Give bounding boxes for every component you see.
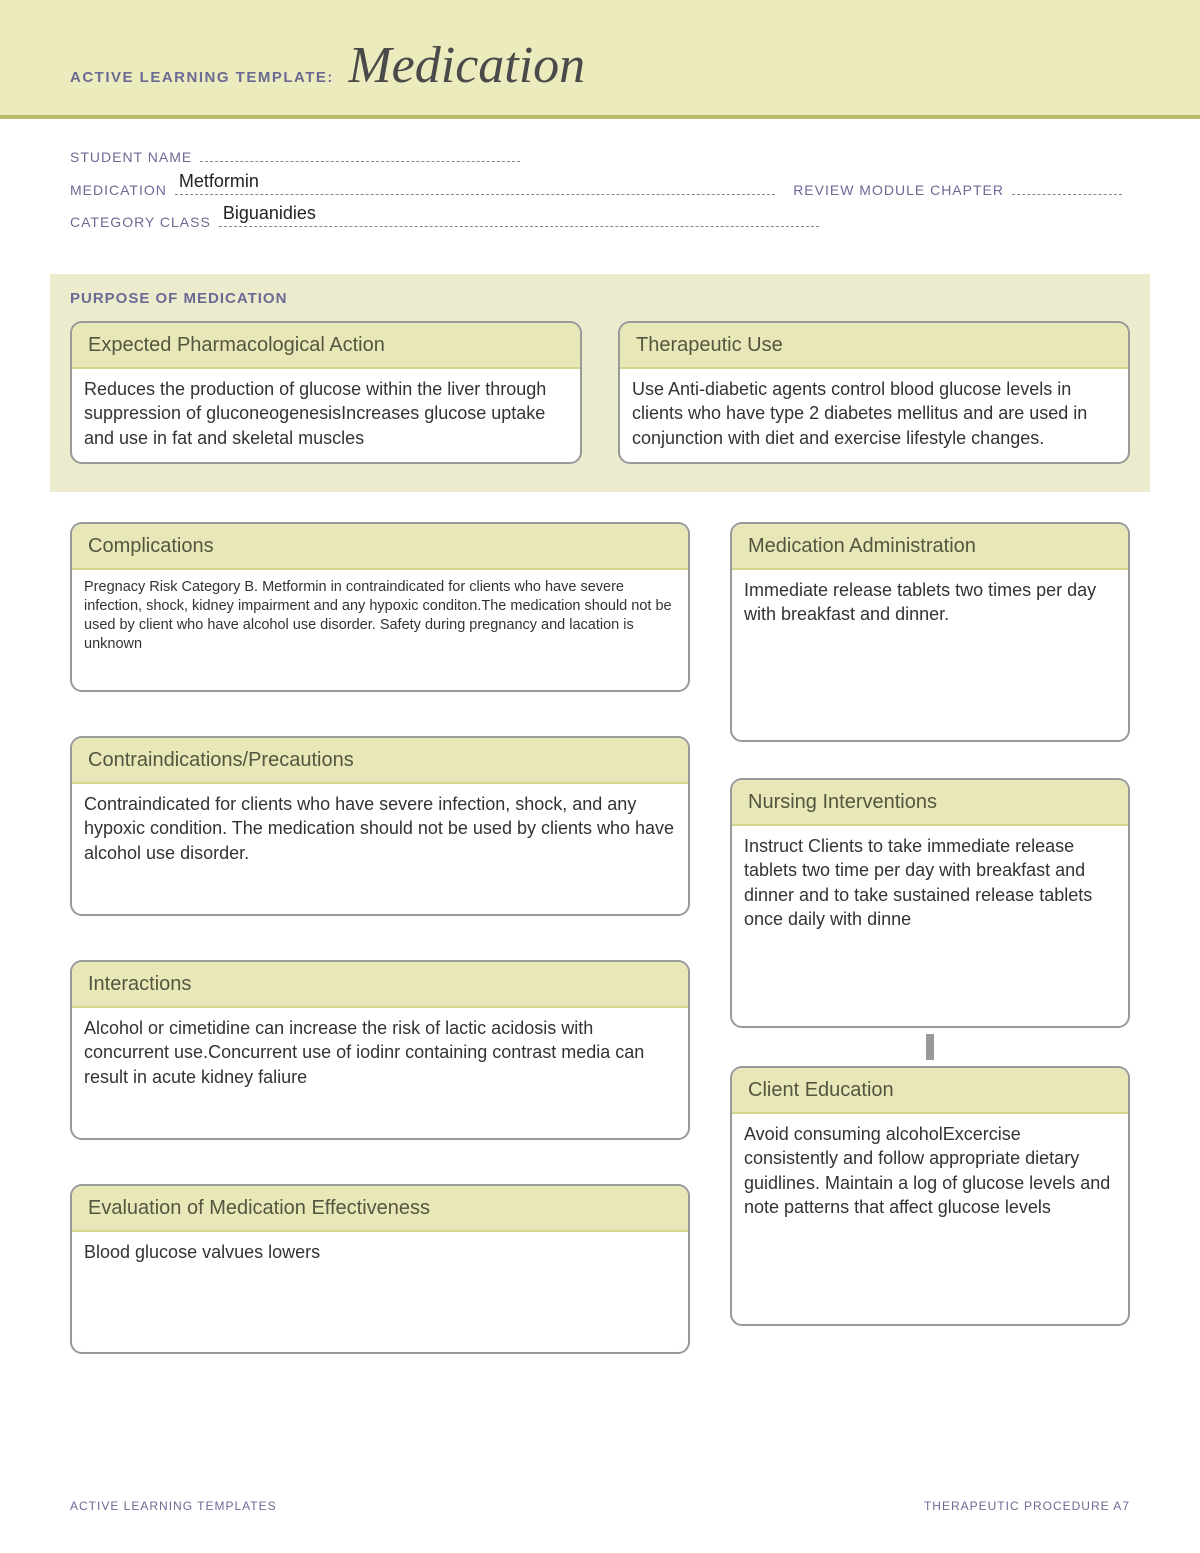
header-title: Medication [348,36,585,95]
medication-administration-card: Medication Administration Immediate rele… [730,522,1130,742]
evaluation-body: Blood glucose valvues lowers [72,1232,688,1276]
category-class-value: Biguanidies [223,203,316,224]
complications-card: Complications Pregnacy Risk Category B. … [70,522,690,692]
medication-administration-title: Medication Administration [732,524,1128,570]
medication-row: MEDICATION Metformin REVIEW MODULE CHAPT… [70,179,1130,197]
contraindications-body: Contraindicated for clients who have sev… [72,784,688,877]
therapeutic-use-title: Therapeutic Use [620,323,1128,369]
nursing-interventions-title: Nursing Interventions [732,780,1128,826]
right-column: Medication Administration Immediate rele… [730,522,1130,1354]
review-module-label: REVIEW MODULE CHAPTER [793,182,1004,198]
left-column: Complications Pregnacy Risk Category B. … [70,522,690,1354]
client-education-card: Client Education Avoid consuming alcohol… [730,1066,1130,1326]
connector-line [926,1034,934,1060]
header-label: ACTIVE LEARNING TEMPLATE: [70,69,334,86]
header-banner: ACTIVE LEARNING TEMPLATE: Medication [0,0,1200,119]
footer-left: ACTIVE LEARNING TEMPLATES [70,1499,277,1513]
footer: ACTIVE LEARNING TEMPLATES THERAPEUTIC PR… [70,1499,1130,1513]
contraindications-title: Contraindications/Precautions [72,738,688,784]
client-education-title: Client Education [732,1068,1128,1114]
category-class-row: CATEGORY CLASS Biguanidies [70,212,1130,230]
medication-label: MEDICATION [70,182,167,198]
main-grid: Complications Pregnacy Risk Category B. … [0,492,1200,1354]
student-name-field[interactable] [200,147,520,162]
student-name-label: STUDENT NAME [70,149,192,165]
footer-right: THERAPEUTIC PROCEDURE A7 [924,1499,1130,1513]
expected-action-title: Expected Pharmacological Action [72,323,580,369]
client-education-body: Avoid consuming alcoholExcercise consist… [732,1114,1128,1231]
category-class-field[interactable]: Biguanidies [219,212,819,227]
interactions-card: Interactions Alcohol or cimetidine can i… [70,960,690,1140]
review-module-field[interactable] [1012,179,1122,194]
purpose-section-title: PURPOSE OF MEDICATION [70,290,1130,307]
expected-action-card: Expected Pharmacological Action Reduces … [70,321,582,464]
expected-action-body: Reduces the production of glucose within… [72,369,580,462]
nursing-interventions-body: Instruct Clients to take immediate relea… [732,826,1128,943]
complications-title: Complications [72,524,688,570]
interactions-title: Interactions [72,962,688,1008]
nursing-interventions-card: Nursing Interventions Instruct Clients t… [730,778,1130,1028]
page: ACTIVE LEARNING TEMPLATE: Medication STU… [0,0,1200,1553]
medication-field[interactable]: Metformin [175,179,775,194]
purpose-section: PURPOSE OF MEDICATION Expected Pharmacol… [50,274,1150,492]
student-name-row: STUDENT NAME [70,147,1130,165]
complications-body: Pregnacy Risk Category B. Metformin in c… [72,570,688,665]
evaluation-card: Evaluation of Medication Effectiveness B… [70,1184,690,1354]
medication-administration-body: Immediate release tablets two times per … [732,570,1128,639]
interactions-body: Alcohol or cimetidine can increase the r… [72,1008,688,1101]
contraindications-card: Contraindications/Precautions Contraindi… [70,736,690,916]
medication-value: Metformin [179,171,259,192]
form-area: STUDENT NAME MEDICATION Metformin REVIEW… [0,119,1200,254]
therapeutic-use-card: Therapeutic Use Use Anti-diabetic agents… [618,321,1130,464]
evaluation-title: Evaluation of Medication Effectiveness [72,1186,688,1232]
therapeutic-use-body: Use Anti-diabetic agents control blood g… [620,369,1128,462]
category-class-label: CATEGORY CLASS [70,214,211,230]
